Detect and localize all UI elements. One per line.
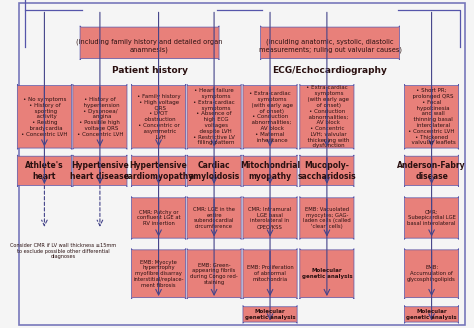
FancyBboxPatch shape <box>187 196 241 239</box>
Text: ECG/Echocardiography: ECG/Echocardiography <box>273 66 387 75</box>
Text: (including family history and detailed organ
anamnesis): (including family history and detailed o… <box>76 39 223 53</box>
FancyBboxPatch shape <box>404 84 459 149</box>
FancyBboxPatch shape <box>187 249 241 299</box>
Text: Patient history: Patient history <box>111 66 188 75</box>
Text: EMB: Green-
appearing fibrils
during Congo red-
staining: EMB: Green- appearing fibrils during Con… <box>190 262 238 285</box>
FancyBboxPatch shape <box>18 84 72 149</box>
FancyBboxPatch shape <box>243 305 297 323</box>
Text: EMB: Vacuolated
myocytes; GAG-
laden cells (called
'clear' cells): EMB: Vacuolated myocytes; GAG- laden cel… <box>303 207 351 229</box>
Text: • No symptoms
• History of
  sporting
  activity
• Resting
  bradycardia
• Conce: • No symptoms • History of sporting acti… <box>21 97 68 137</box>
FancyBboxPatch shape <box>300 84 354 149</box>
FancyBboxPatch shape <box>300 155 354 187</box>
Text: • Short PR;
  prolonged QRS
• Focal
  hypokinesia
  and wall
  thinning basal
  : • Short PR; prolonged QRS • Focal hypoki… <box>408 88 456 145</box>
Text: Hypertensive
heart disease: Hypertensive heart disease <box>71 161 129 180</box>
FancyBboxPatch shape <box>73 155 127 187</box>
Text: CMR: LGE in the
entire
subendocardial
circumference: CMR: LGE in the entire subendocardial ci… <box>193 207 235 229</box>
Text: Mitochondrial
myopathy: Mitochondrial myopathy <box>240 161 300 180</box>
Text: Molecular
genetic analysis: Molecular genetic analysis <box>245 309 295 320</box>
Text: Consider CMR if LV wall thickness ≥15mm
to exclude possible other differential
d: Consider CMR if LV wall thickness ≥15mm … <box>10 243 116 259</box>
Text: • History of
  hypertension
• Dyspnoea/
  angina
• Possible high
  voltage QRS
•: • History of hypertension • Dyspnoea/ an… <box>77 97 123 137</box>
FancyBboxPatch shape <box>73 84 127 149</box>
Text: Cardiac
amyloidosis: Cardiac amyloidosis <box>189 161 240 180</box>
FancyBboxPatch shape <box>261 26 400 60</box>
FancyBboxPatch shape <box>243 196 297 239</box>
Text: CMR:
Subepicardial LGE
basal interolateral: CMR: Subepicardial LGE basal interolater… <box>407 210 456 226</box>
FancyBboxPatch shape <box>300 249 354 299</box>
Text: Mucopoly-
saccharidosis: Mucopoly- saccharidosis <box>298 161 356 180</box>
Text: EMB: Myocyte
hypertrophy
myofibre disarray
interstitial/replace-
ment fibrosis: EMB: Myocyte hypertrophy myofibre disarr… <box>133 260 184 288</box>
FancyBboxPatch shape <box>243 155 297 187</box>
FancyBboxPatch shape <box>18 155 72 187</box>
Text: EMB:
Accumulation of
glycosphingolipids: EMB: Accumulation of glycosphingolipids <box>407 265 456 282</box>
Text: (inculding anatomic, systolic, diastolic
measurements; ruling out valvular cause: (inculding anatomic, systolic, diastolic… <box>258 39 401 53</box>
FancyBboxPatch shape <box>131 196 186 239</box>
Text: Athlete's
heart: Athlete's heart <box>25 161 64 180</box>
FancyBboxPatch shape <box>131 249 186 299</box>
FancyBboxPatch shape <box>187 84 241 149</box>
Text: CMR: Intramural
LGE basal
interolateral in
CPEO/KSS: CMR: Intramural LGE basal interolateral … <box>248 207 292 229</box>
Text: Hypertensive
cardiomyopathy: Hypertensive cardiomyopathy <box>123 161 194 180</box>
FancyBboxPatch shape <box>131 155 186 187</box>
FancyBboxPatch shape <box>80 26 219 60</box>
FancyBboxPatch shape <box>404 155 459 187</box>
Text: EMB: Proliferation
of abnormal
mitochondria: EMB: Proliferation of abnormal mitochond… <box>246 265 293 282</box>
FancyBboxPatch shape <box>404 196 459 239</box>
Text: Anderson-Fabry
disease: Anderson-Fabry disease <box>397 161 466 180</box>
Text: • Extra-cardiac
  symptoms
  (with early age
  of onset)
• Conduction
  abnormal: • Extra-cardiac symptoms (with early age… <box>304 85 350 148</box>
FancyBboxPatch shape <box>404 249 459 299</box>
Text: CMR: Patchy or
confluent LGE at
RV insertion: CMR: Patchy or confluent LGE at RV inser… <box>137 210 181 226</box>
FancyBboxPatch shape <box>243 249 297 299</box>
FancyBboxPatch shape <box>18 3 465 325</box>
Text: • Extra-cardiac
  symptoms
  (with early age
  of onset)
• Conduction
  abnormal: • Extra-cardiac symptoms (with early age… <box>247 91 292 143</box>
Text: • Family history
• High voltage
  QRS
• LVOT
  obstruction
• Concentric or
  asy: • Family history • High voltage QRS • LV… <box>137 94 181 140</box>
FancyBboxPatch shape <box>404 305 459 323</box>
Text: Molecular
genetic analysis: Molecular genetic analysis <box>406 309 457 320</box>
FancyBboxPatch shape <box>187 155 241 187</box>
FancyBboxPatch shape <box>300 196 354 239</box>
FancyBboxPatch shape <box>243 84 297 149</box>
FancyBboxPatch shape <box>131 84 186 149</box>
Text: Molecular
genetic analysis: Molecular genetic analysis <box>301 268 352 279</box>
Text: • Heart failure
  symptoms
• Extra-cardiac
  symptoms
• Absence of
  high ECG
  : • Heart failure symptoms • Extra-cardiac… <box>193 88 235 145</box>
